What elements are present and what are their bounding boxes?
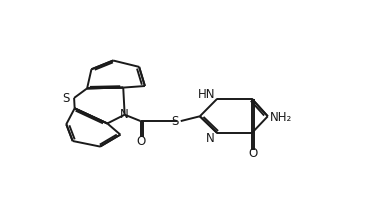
- Text: S: S: [172, 114, 179, 127]
- Text: S: S: [62, 92, 70, 105]
- Text: NH₂: NH₂: [270, 110, 292, 123]
- Text: N: N: [120, 108, 128, 121]
- Text: O: O: [249, 146, 258, 159]
- Text: N: N: [206, 131, 215, 144]
- Text: O: O: [137, 134, 146, 147]
- Text: HN: HN: [198, 87, 216, 100]
